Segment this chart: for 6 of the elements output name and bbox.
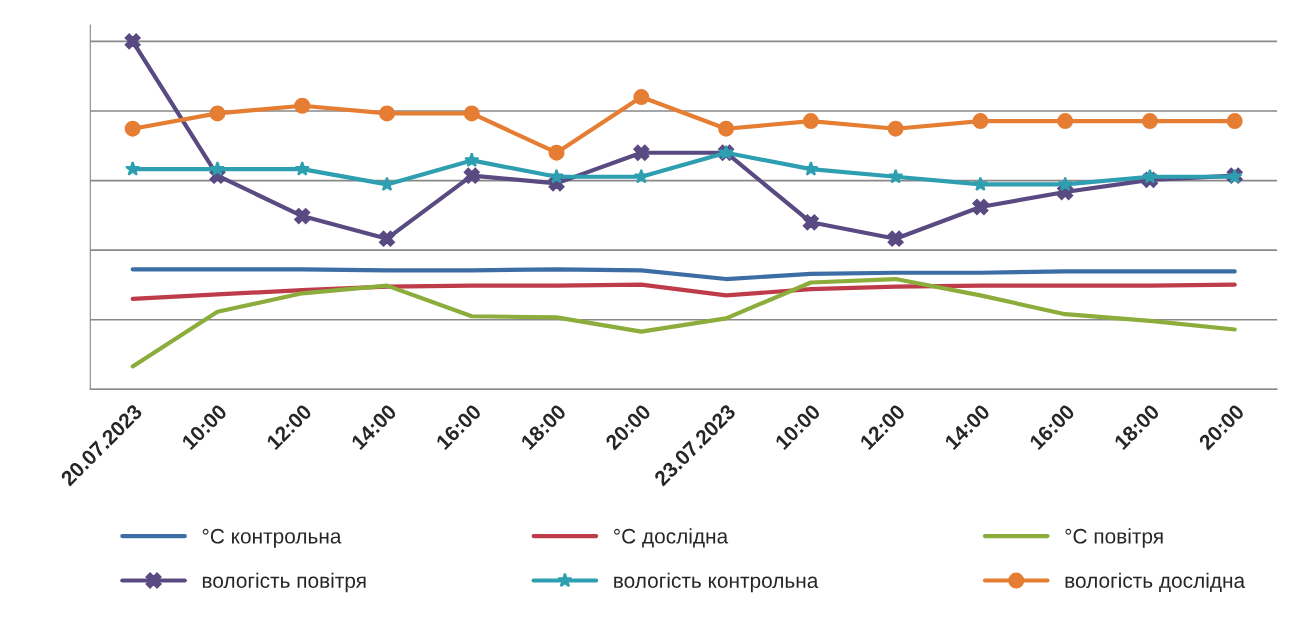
legend-label: вологість дослідна: [1065, 572, 1246, 592]
legend-label: °C дослідна: [614, 528, 729, 548]
legend-label: °C повітря: [1065, 528, 1163, 548]
legend-label: вологість контрольна: [614, 572, 819, 593]
legend-label: вологість повітря: [202, 572, 366, 593]
legend-label: °C контрольна: [202, 528, 342, 548]
